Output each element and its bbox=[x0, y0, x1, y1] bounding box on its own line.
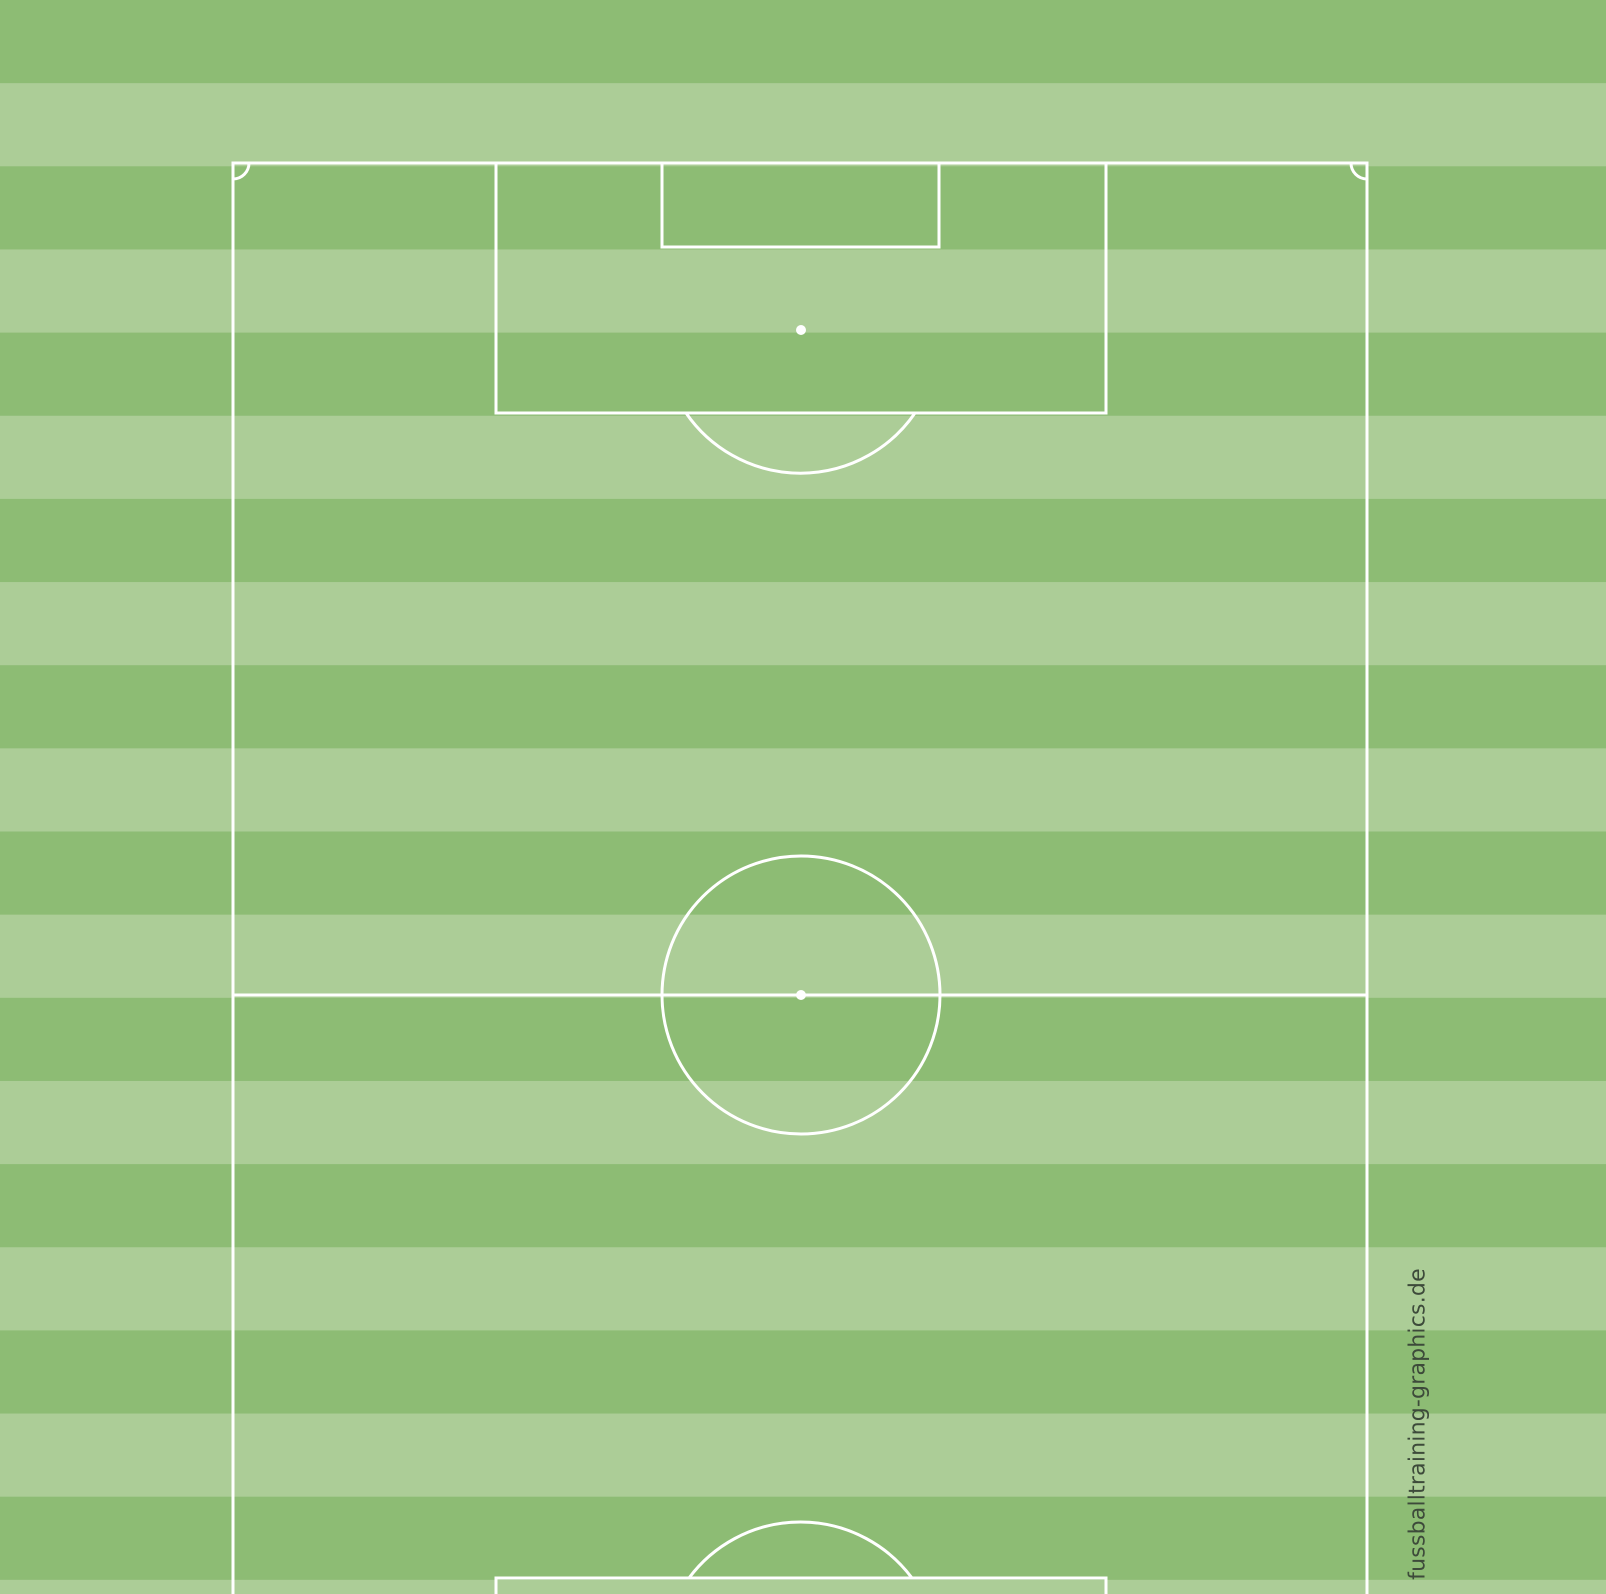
grass-stripe bbox=[0, 0, 1606, 84]
grass-stripe bbox=[0, 498, 1606, 583]
pitch-spots bbox=[796, 325, 806, 1000]
grass-stripe bbox=[0, 914, 1606, 999]
grass-stripe bbox=[0, 83, 1606, 167]
center-spot bbox=[796, 990, 806, 1000]
grass-stripe bbox=[0, 582, 1606, 666]
corner-arc-top-left bbox=[232, 162, 251, 181]
goal-area-top bbox=[660, 161, 941, 249]
grass-stripe bbox=[0, 166, 1606, 250]
grass-stripe bbox=[0, 831, 1606, 916]
penalty-area-bottom bbox=[494, 1576, 1108, 1594]
grass-stripe bbox=[0, 748, 1606, 832]
penalty-arc-top bbox=[684, 412, 917, 475]
grass-stripe bbox=[0, 997, 1606, 1082]
center-circle bbox=[660, 854, 942, 1136]
grass-stripe bbox=[0, 1579, 1606, 1594]
grass-stripe bbox=[0, 1164, 1606, 1248]
grass-stripe bbox=[0, 665, 1606, 749]
grass-stripe bbox=[0, 1496, 1606, 1581]
corner-arc-top-right bbox=[1349, 162, 1368, 181]
grass-stripe bbox=[0, 249, 1606, 334]
grass-stripe bbox=[0, 1080, 1606, 1165]
grass-stripe bbox=[0, 1413, 1606, 1498]
grass-stripe bbox=[0, 332, 1606, 417]
grass-stripe bbox=[0, 1330, 1606, 1415]
grass-stripe bbox=[0, 415, 1606, 500]
grass-stripe bbox=[0, 1247, 1606, 1331]
penalty-spot-top bbox=[796, 325, 806, 335]
penalty-arc-bottom bbox=[687, 1520, 914, 1579]
credit-text: fussballtraining-graphics.de bbox=[1405, 1268, 1431, 1580]
